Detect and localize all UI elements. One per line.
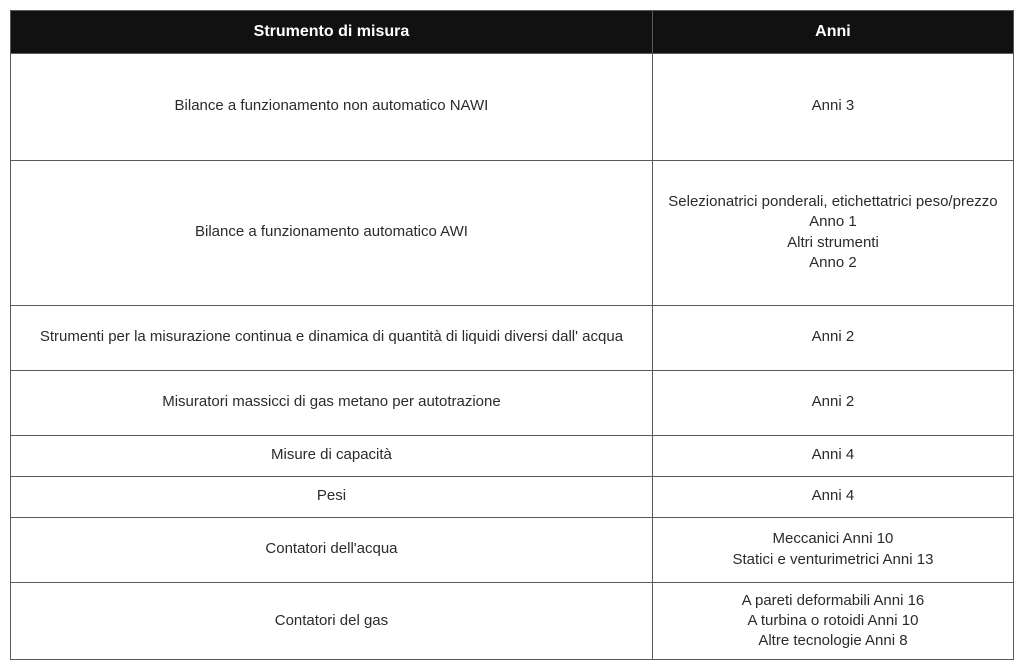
- cell-years: A pareti deformabili Anni 16 A turbina o…: [652, 582, 1013, 660]
- cell-instrument: Bilance a funzionamento automatico AWI: [11, 160, 653, 305]
- cell-years: Anni 4: [652, 435, 1013, 476]
- table-header-row: Strumento di misura Anni: [11, 11, 1014, 54]
- table-row: Bilance a funzionamento automatico AWI S…: [11, 160, 1014, 305]
- cell-years: Meccanici Anni 10 Statici e venturimetri…: [652, 517, 1013, 582]
- table-row: Bilance a funzionamento non automatico N…: [11, 53, 1014, 160]
- cell-instrument: Bilance a funzionamento non automatico N…: [11, 53, 653, 160]
- years-line: Anni 3: [663, 96, 1003, 116]
- cell-instrument: Strumenti per la misurazione continua e …: [11, 305, 653, 370]
- years-line: A turbina o rotoidi Anni 10: [663, 611, 1003, 631]
- table-row: Misuratori massicci di gas metano per au…: [11, 370, 1014, 435]
- years-line: Anni 4: [663, 445, 1003, 465]
- years-line: Anni 4: [663, 486, 1003, 506]
- cell-instrument: Misure di capacità: [11, 435, 653, 476]
- years-line: Anno 1: [663, 212, 1003, 232]
- table-row: Contatori dell'acqua Meccanici Anni 10 S…: [11, 517, 1014, 582]
- table-row: Contatori del gas A pareti deformabili A…: [11, 582, 1014, 660]
- years-line: Altri strumenti: [663, 233, 1003, 253]
- cell-instrument: Contatori del gas: [11, 582, 653, 660]
- cell-instrument: Contatori dell'acqua: [11, 517, 653, 582]
- years-line: Anni 2: [663, 392, 1003, 412]
- table-row: Strumenti per la misurazione continua e …: [11, 305, 1014, 370]
- col-header-years: Anni: [652, 11, 1013, 54]
- years-line: Statici e venturimetrici Anni 13: [663, 550, 1003, 570]
- measurement-instruments-table: Strumento di misura Anni Bilance a funzi…: [10, 10, 1014, 660]
- table-row: Misure di capacità Anni 4: [11, 435, 1014, 476]
- cell-instrument: Misuratori massicci di gas metano per au…: [11, 370, 653, 435]
- years-line: Altre tecnologie Anni 8: [663, 631, 1003, 651]
- years-line: Anni 2: [663, 327, 1003, 347]
- cell-years: Selezionatrici ponderali, etichettatrici…: [652, 160, 1013, 305]
- cell-years: Anni 3: [652, 53, 1013, 160]
- col-header-instrument: Strumento di misura: [11, 11, 653, 54]
- cell-instrument: Pesi: [11, 476, 653, 517]
- years-line: Selezionatrici ponderali, etichettatrici…: [663, 192, 1003, 212]
- cell-years: Anni 2: [652, 305, 1013, 370]
- cell-years: Anni 4: [652, 476, 1013, 517]
- years-line: Meccanici Anni 10: [663, 529, 1003, 549]
- years-line: Anno 2: [663, 253, 1003, 273]
- cell-years: Anni 2: [652, 370, 1013, 435]
- years-line: A pareti deformabili Anni 16: [663, 591, 1003, 611]
- table-row: Pesi Anni 4: [11, 476, 1014, 517]
